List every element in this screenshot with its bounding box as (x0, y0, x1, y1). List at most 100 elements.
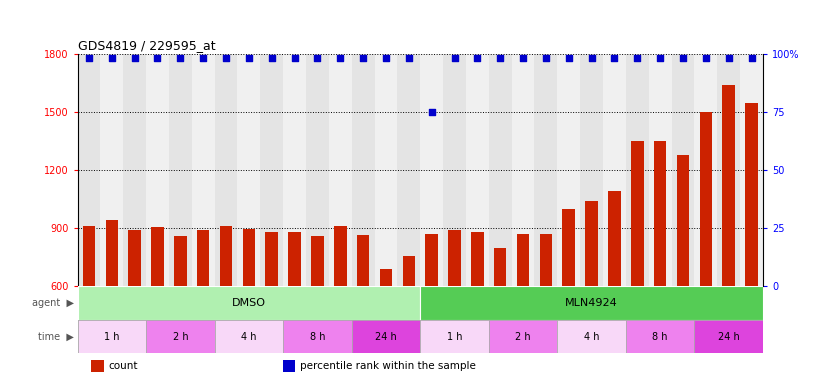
Bar (128, 230, 141, 384)
Bar (105, 220, 118, 384)
Bar (288, 232, 301, 384)
Bar (466, 54, 489, 286)
Text: 1 h: 1 h (447, 331, 462, 341)
Text: 1 h: 1 h (104, 331, 119, 341)
Point (357, 55, 370, 61)
Text: time  ▶: time ▶ (38, 331, 74, 341)
Bar (283, 54, 306, 286)
Text: 4 h: 4 h (242, 331, 256, 341)
Point (494, 55, 507, 61)
Bar (676, 154, 690, 384)
Point (471, 55, 484, 61)
Bar (557, 320, 626, 353)
Bar (192, 54, 215, 286)
Bar (672, 54, 694, 286)
Point (608, 55, 621, 61)
Bar (146, 320, 215, 353)
Bar (471, 232, 484, 384)
Point (311, 55, 324, 61)
Bar (215, 320, 283, 353)
Bar (146, 54, 169, 286)
Bar (539, 234, 552, 384)
Bar (123, 54, 146, 286)
Bar (375, 54, 397, 286)
Bar (379, 269, 392, 384)
Point (265, 55, 278, 61)
Point (82, 55, 95, 61)
Bar (352, 54, 375, 286)
Text: 4 h: 4 h (584, 331, 599, 341)
Point (654, 55, 667, 61)
Bar (534, 54, 557, 286)
Bar (740, 54, 763, 286)
Bar (78, 54, 100, 286)
Point (562, 55, 575, 61)
Point (631, 55, 644, 61)
Bar (562, 209, 575, 384)
Bar (311, 236, 324, 384)
Bar (397, 54, 420, 286)
Bar (494, 248, 507, 384)
Text: percentile rank within the sample: percentile rank within the sample (300, 361, 477, 371)
Point (448, 55, 461, 61)
Text: 8 h: 8 h (653, 331, 667, 341)
Bar (420, 320, 489, 353)
Point (676, 55, 690, 61)
Text: MLN4924: MLN4924 (565, 298, 618, 308)
Bar (197, 230, 210, 384)
Text: agent  ▶: agent ▶ (32, 298, 74, 308)
Bar (517, 234, 530, 384)
Text: 24 h: 24 h (375, 331, 397, 341)
Bar (489, 54, 512, 286)
Bar (489, 320, 557, 353)
Text: 8 h: 8 h (310, 331, 325, 341)
Point (334, 55, 347, 61)
Bar (78, 320, 146, 353)
Bar (265, 232, 278, 384)
Text: 2 h: 2 h (172, 331, 188, 341)
Bar (283, 320, 352, 353)
Bar (352, 320, 420, 353)
Bar (694, 320, 763, 353)
Bar (694, 54, 717, 286)
Bar (608, 191, 621, 384)
Point (197, 55, 210, 61)
Text: DMSO: DMSO (232, 298, 266, 308)
Point (128, 55, 141, 61)
Text: GDS4819 / 229595_at: GDS4819 / 229595_at (78, 39, 215, 52)
Point (699, 55, 712, 61)
Point (722, 55, 735, 61)
Bar (649, 54, 672, 286)
Bar (283, 360, 295, 372)
Bar (174, 236, 187, 384)
Text: 2 h: 2 h (515, 331, 531, 341)
Bar (631, 141, 644, 384)
Bar (420, 54, 443, 286)
Bar (557, 54, 580, 286)
Bar (425, 234, 438, 384)
Bar (242, 229, 255, 384)
Bar (717, 54, 740, 286)
Bar (420, 286, 763, 320)
Bar (151, 227, 164, 384)
Bar (329, 54, 352, 286)
Point (539, 55, 552, 61)
Bar (654, 141, 667, 384)
Point (105, 55, 118, 61)
Bar (100, 54, 123, 286)
Bar (699, 112, 712, 384)
Bar (357, 235, 370, 384)
Bar (334, 226, 347, 384)
Bar (603, 54, 626, 286)
Text: 24 h: 24 h (718, 331, 739, 341)
Point (151, 55, 164, 61)
Bar (443, 54, 466, 286)
Point (288, 55, 301, 61)
Point (379, 55, 392, 61)
Bar (78, 286, 420, 320)
Bar (448, 230, 461, 384)
Bar (512, 54, 534, 286)
Bar (306, 54, 329, 286)
Point (585, 55, 598, 61)
Bar (585, 201, 598, 384)
